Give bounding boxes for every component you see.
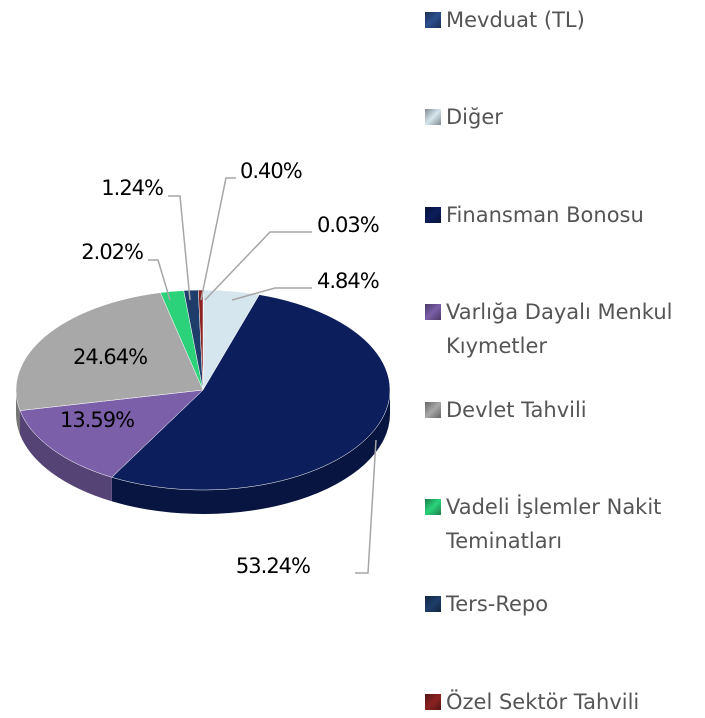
leader-line (355, 439, 377, 574)
slice (19, 389, 204, 478)
leader-line (204, 231, 312, 301)
legend-label: Mevduat (TL) (446, 8, 585, 32)
data-label: 53.24% (236, 554, 310, 578)
leader-line (200, 177, 236, 301)
slice (111, 294, 391, 491)
data-label: 13.59% (60, 408, 134, 432)
legend-swatch (425, 12, 441, 28)
leader-line (168, 195, 191, 301)
legend-item: Varlığa Dayalı Menkul Kıymetler (425, 295, 705, 363)
slice-side (20, 410, 112, 502)
data-label: 24.64% (73, 345, 147, 369)
legend-swatch (425, 402, 441, 418)
legend-label: Ters-Repo (446, 592, 549, 616)
legend-label: Vadeli İşlemler Nakit Teminatları (446, 495, 662, 553)
legend-item: Vadeli İşlemler Nakit Teminatları (425, 490, 705, 558)
legend-item: Finansman Bonosu (425, 198, 705, 232)
data-label: 2.02% (81, 240, 143, 264)
slice (15, 292, 204, 411)
legend-item: Ters-Repo (425, 587, 705, 621)
legend-swatch (425, 207, 441, 223)
data-label: 0.03% (317, 213, 379, 237)
legend-item: Özel Sektör Tahvili (425, 685, 705, 718)
leader-line (231, 287, 312, 301)
legend-label: Özel Sektör Tahvili (446, 690, 640, 714)
data-label: 1.24% (101, 176, 163, 200)
legend-swatch (425, 304, 441, 320)
data-label: 4.84% (317, 269, 379, 293)
legend-swatch (425, 109, 441, 125)
legend-swatch (425, 499, 441, 515)
legend-label: Diğer (446, 105, 503, 129)
legend-swatch (425, 694, 441, 710)
chart: 0.03% 4.84% 53.24% 13.59% 24.64% 2.02% 1.24% 0.… (15, 159, 391, 578)
legend-label: Varlığa Dayalı Menkul Kıymetler (446, 300, 673, 358)
legend-swatch (425, 596, 441, 612)
legend-item: Mevduat (TL) (425, 3, 705, 37)
legend-item: Diğer (425, 100, 705, 134)
legend-label: Finansman Bonosu (446, 203, 644, 227)
slice-side (111, 390, 390, 514)
legend-item: Devlet Tahvili (425, 393, 705, 427)
legend-label: Devlet Tahvili (446, 398, 587, 422)
leader-line (148, 259, 171, 301)
data-label: 0.40% (240, 159, 302, 183)
